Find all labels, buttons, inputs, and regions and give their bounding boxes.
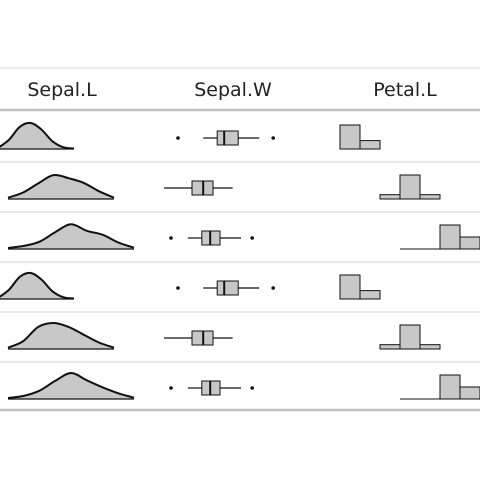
boxplot-outlier bbox=[271, 286, 276, 290]
histogram-bar bbox=[379, 194, 401, 200]
column-header-sepal-length: Sepal.L bbox=[27, 79, 97, 101]
density-curve bbox=[7, 321, 115, 349]
boxplot-outlier bbox=[250, 386, 254, 390]
boxplot-outlier bbox=[271, 136, 276, 140]
density-curve bbox=[7, 223, 135, 249]
histogram-bar bbox=[419, 194, 441, 200]
table-body bbox=[0, 121, 480, 400]
boxplot-box bbox=[216, 280, 239, 296]
histogram-bar bbox=[359, 140, 381, 150]
density-curve bbox=[7, 371, 135, 399]
boxplot-box bbox=[216, 130, 239, 146]
histogram-bar bbox=[379, 344, 401, 350]
boxplot-outlier bbox=[176, 136, 180, 140]
histogram-bar bbox=[359, 290, 381, 300]
density-fill bbox=[8, 323, 114, 349]
histogram-bar bbox=[439, 224, 461, 250]
boxplot-outlier bbox=[250, 236, 254, 240]
boxplot-outlier bbox=[169, 236, 173, 240]
histogram-bar bbox=[439, 374, 461, 400]
density-curve bbox=[7, 173, 115, 199]
column-header-sepal-width: Sepal.W bbox=[194, 79, 272, 101]
density-curve bbox=[0, 271, 75, 300]
histogram-bar bbox=[399, 174, 421, 200]
boxplot-outlier bbox=[169, 386, 173, 390]
histogram-bar bbox=[339, 274, 361, 300]
density-fill bbox=[8, 174, 114, 199]
density-curve bbox=[0, 121, 75, 150]
histogram-bar bbox=[459, 236, 480, 250]
column-header-petal-length: Petal.L bbox=[373, 79, 437, 101]
histogram-bar bbox=[459, 386, 480, 400]
histogram-bar bbox=[339, 124, 361, 150]
histogram-bar bbox=[419, 344, 441, 350]
density-fill bbox=[8, 372, 134, 399]
boxplot-outlier bbox=[176, 286, 180, 290]
density-fill bbox=[8, 224, 134, 249]
histogram-bar bbox=[399, 324, 421, 350]
